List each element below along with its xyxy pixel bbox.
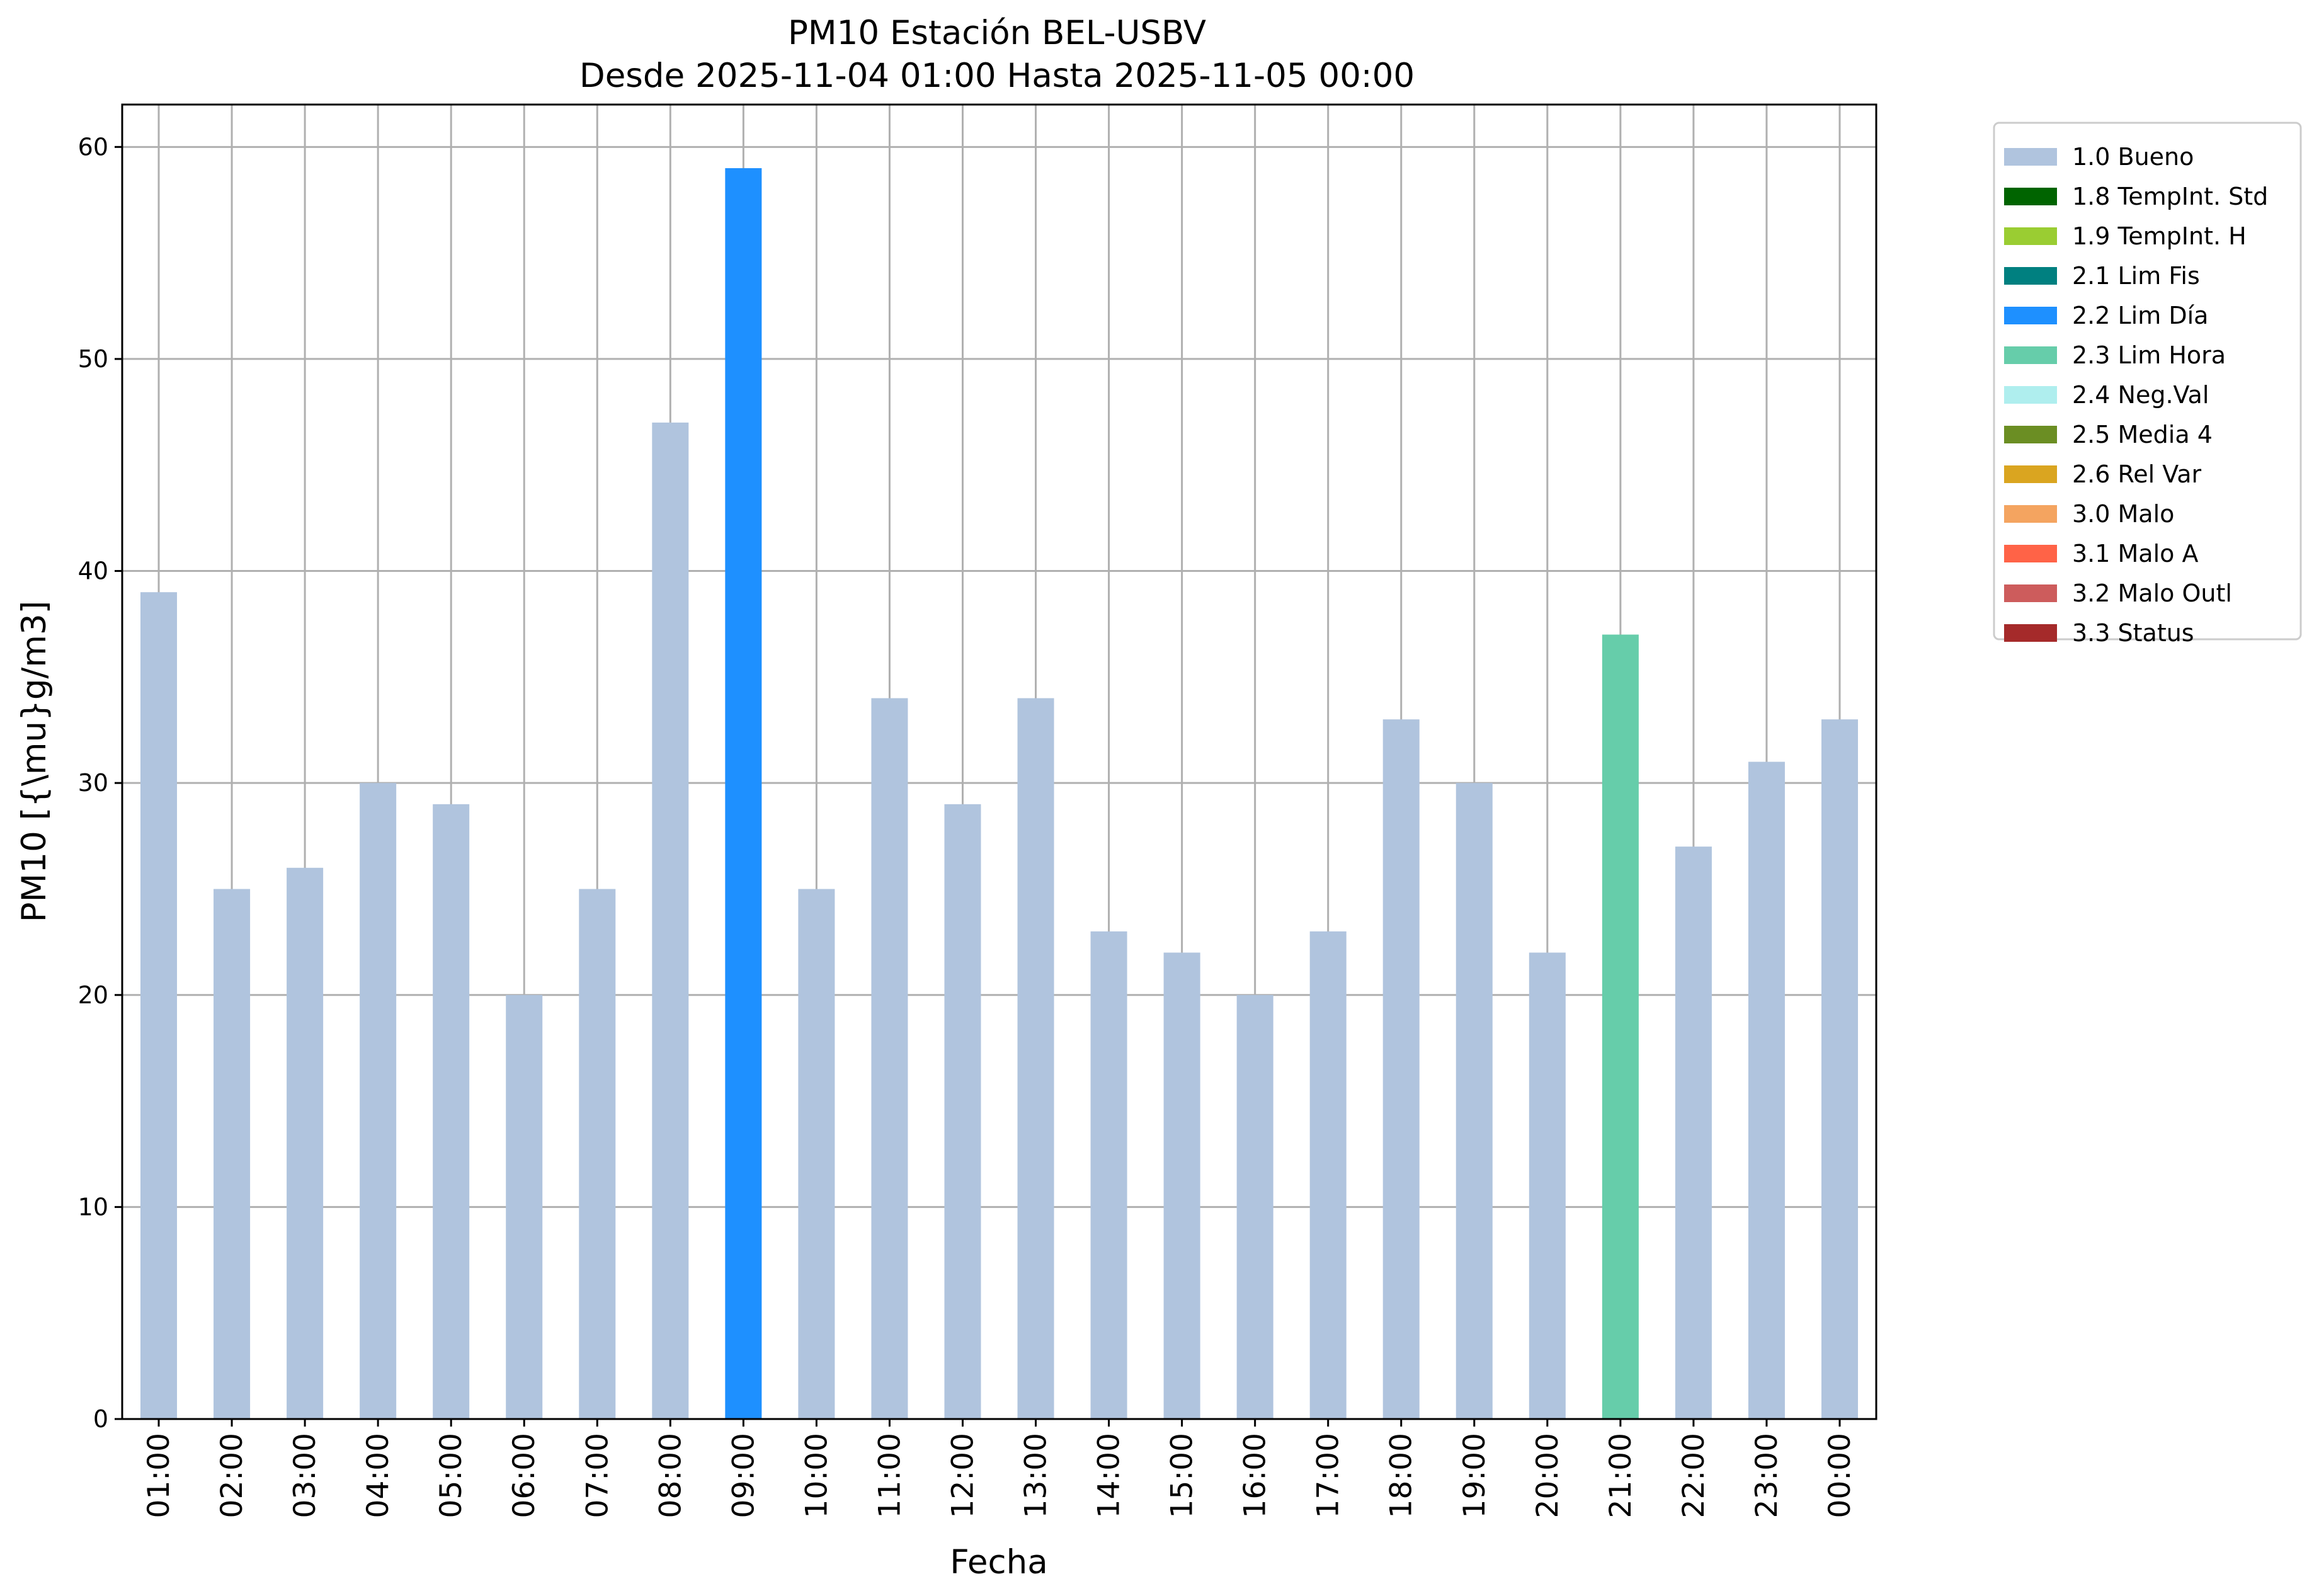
- bar: [798, 889, 835, 1419]
- x-tick-label: 19:00: [1457, 1433, 1492, 1518]
- legend-swatch: [2004, 188, 2057, 205]
- legend-swatch: [2004, 584, 2057, 602]
- x-tick-label: 02:00: [215, 1433, 249, 1518]
- legend-entry: 1.9 TempInt. H: [2072, 222, 2247, 250]
- legend-entry: 2.5 Media 4: [2072, 421, 2213, 448]
- legend: 1.0 Bueno 1.8 TempInt. Std 1.9 TempInt. H 2…: [1993, 122, 2302, 647]
- bar: [1163, 952, 1200, 1419]
- legend-swatch: [2004, 148, 2057, 166]
- bar: [287, 867, 324, 1419]
- x-tick-label: 03:00: [288, 1433, 322, 1518]
- bar: [1017, 698, 1054, 1419]
- bar: [1090, 931, 1127, 1419]
- x-tick-label: 17:00: [1311, 1433, 1346, 1518]
- bar: [871, 698, 908, 1419]
- x-tick-label: 05:00: [434, 1433, 469, 1518]
- legend-entry: 2.6 Rel Var: [2072, 460, 2202, 488]
- y-axis-label: PM10 [{\mu}g/m3]: [15, 601, 54, 923]
- x-tick-label: 04:00: [361, 1433, 396, 1518]
- chart-title: PM10 Estación BEL-USBV: [788, 14, 1206, 52]
- x-tick-label: 11:00: [872, 1433, 907, 1518]
- legend-swatch: [2004, 465, 2057, 483]
- x-tick-label: 10:00: [799, 1433, 834, 1518]
- plot-frame: [121, 103, 1877, 1420]
- bar: [214, 889, 251, 1419]
- x-tick-label: 14:00: [1092, 1433, 1127, 1518]
- bar: [944, 804, 981, 1419]
- x-tick-label: 22:00: [1677, 1433, 1711, 1518]
- y-tick-label: 0: [93, 1405, 108, 1433]
- x-tick-label: 23:00: [1750, 1433, 1784, 1518]
- legend-swatch: [2004, 227, 2057, 245]
- legend-swatch: [2004, 386, 2057, 404]
- x-axis-label: Fecha: [950, 1543, 1047, 1582]
- bar: [1821, 719, 1858, 1419]
- legend-swatch: [2004, 267, 2057, 285]
- x-tick-label: 15:00: [1165, 1433, 1200, 1518]
- legend-entry: 1.0 Bueno: [2072, 143, 2194, 171]
- x-tick-label: 12:00: [945, 1433, 980, 1518]
- y-tick-label: 20: [78, 981, 108, 1009]
- legend-entry: 2.2 Lim Día: [2072, 302, 2208, 329]
- bar: [140, 592, 178, 1419]
- legend-entry: 2.1 Lim Fis: [2072, 262, 2200, 290]
- bar: [1748, 761, 1785, 1419]
- legend-entry: 3.3 Status: [2072, 619, 2194, 647]
- x-tick-label: 01:00: [142, 1433, 176, 1518]
- x-tick-label: 20:00: [1530, 1433, 1565, 1518]
- legend-entry: 1.8 TempInt. Std: [2072, 183, 2268, 210]
- legend-swatch: [2004, 624, 2057, 642]
- bar: [1602, 634, 1639, 1420]
- legend-swatch: [2004, 307, 2057, 324]
- x-tick-label: 07:00: [580, 1433, 615, 1518]
- chart-subtitle: Desde 2025-11-04 01:00 Hasta 2025-11-05 …: [579, 57, 1415, 95]
- bars: [140, 168, 1858, 1420]
- bar: [433, 804, 470, 1419]
- bar: [506, 995, 543, 1419]
- x-tick-label: 13:00: [1019, 1433, 1054, 1518]
- bar: [1382, 719, 1420, 1419]
- x-tick-label: 16:00: [1238, 1433, 1273, 1518]
- y-tick-label: 40: [78, 557, 108, 585]
- y-tick-label: 30: [78, 769, 108, 797]
- bar: [652, 422, 689, 1419]
- legend-swatch: [2004, 426, 2057, 443]
- bar: [1529, 952, 1566, 1419]
- legend-entry: 3.2 Malo Outl: [2072, 579, 2232, 607]
- legend-entry: 2.3 Lim Hora: [2072, 341, 2226, 369]
- bar: [1675, 846, 1712, 1419]
- x-tick-label: 18:00: [1384, 1433, 1419, 1518]
- bar: [1236, 995, 1273, 1419]
- bar: [360, 783, 397, 1419]
- bar: [1456, 783, 1493, 1419]
- bar: [579, 889, 616, 1419]
- y-tick-label: 60: [78, 133, 108, 161]
- y-tick-label: 50: [78, 345, 108, 373]
- bar: [725, 168, 762, 1419]
- legend-entry: 3.0 Malo: [2072, 500, 2174, 528]
- legend-frame: [1993, 122, 2302, 641]
- legend-swatch: [2004, 346, 2057, 364]
- axis-ticks: 01:00 02:00 03:00 04:00 05:00 06:00 07:00 08:00…: [78, 133, 1857, 1518]
- y-tick-label: 10: [78, 1193, 108, 1221]
- legend-swatch: [2004, 545, 2057, 562]
- x-tick-label: 00:00: [1823, 1433, 1857, 1518]
- legend-entry: 3.1 Malo A: [2072, 540, 2198, 567]
- x-tick-label: 21:00: [1604, 1433, 1638, 1518]
- legend-entry: 2.4 Neg.Val: [2072, 381, 2209, 409]
- x-tick-label: 06:00: [507, 1433, 542, 1518]
- legend-swatch: [2004, 505, 2057, 523]
- x-tick-label: 08:00: [653, 1433, 688, 1518]
- bar: [1309, 931, 1347, 1419]
- x-tick-label: 09:00: [726, 1433, 761, 1518]
